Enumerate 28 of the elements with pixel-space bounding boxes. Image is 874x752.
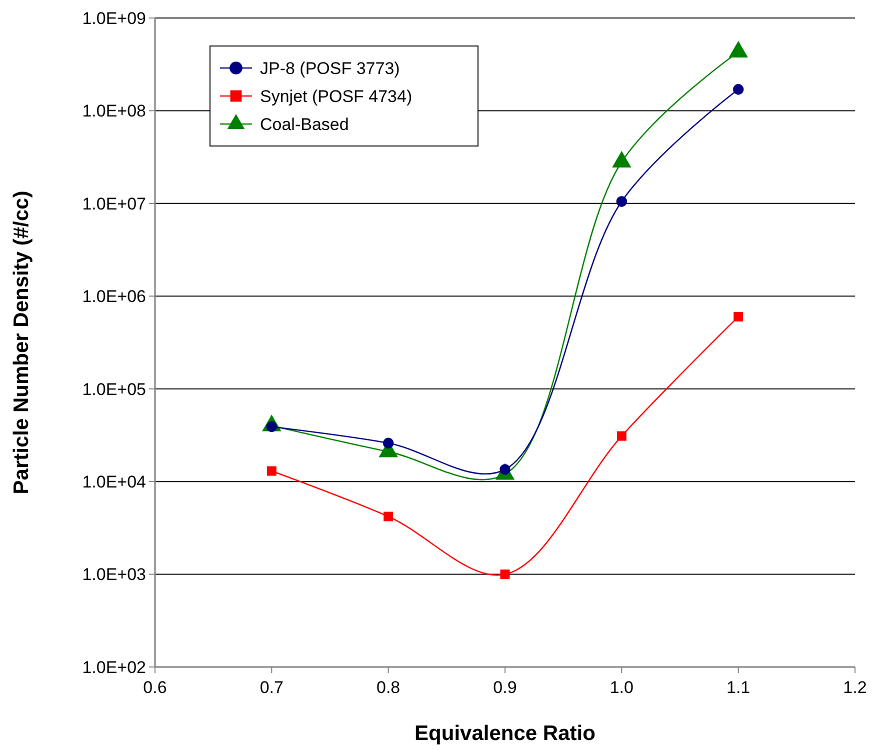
point (732, 84, 744, 95)
y-tick-label: 1.0E+07 (82, 194, 146, 214)
y-tick-label: 1.0E+05 (82, 380, 146, 399)
y-axis-title: Particle Number Density (#/cc) (10, 190, 33, 494)
x-tick-label: 1.0 (610, 678, 634, 697)
x-tick-label: 0.7 (260, 678, 284, 697)
x-tick-label: 0.9 (493, 678, 517, 697)
y-tick-label: 1.0E+09 (82, 8, 146, 28)
y-tick-label: 1.0E+08 (82, 102, 146, 121)
legend-label: Coal-Based (260, 114, 349, 134)
x-axis-title: Equivalence Ratio (414, 722, 596, 745)
x-tick-label: 0.8 (376, 678, 400, 697)
y-tick-label: 1.0E+04 (82, 472, 146, 492)
point (616, 196, 628, 207)
y-tick-label: 1.0E+03 (82, 565, 146, 584)
x-tick-label: 0.6 (143, 678, 167, 697)
point (500, 570, 510, 580)
point (616, 431, 626, 441)
point (266, 466, 276, 476)
y-tick-label: 1.0E+06 (82, 287, 146, 306)
y-tick-label: 1.0E+02 (82, 658, 146, 677)
x-tick-label: 1.1 (726, 678, 750, 697)
x-tick-label: 1.2 (843, 678, 867, 697)
legend-label: Synjet (POSF 4734) (260, 86, 412, 106)
point (384, 512, 394, 522)
legend-label: JP-8 (POSF 3773) (260, 58, 400, 78)
point (382, 438, 394, 448)
point (734, 312, 744, 322)
